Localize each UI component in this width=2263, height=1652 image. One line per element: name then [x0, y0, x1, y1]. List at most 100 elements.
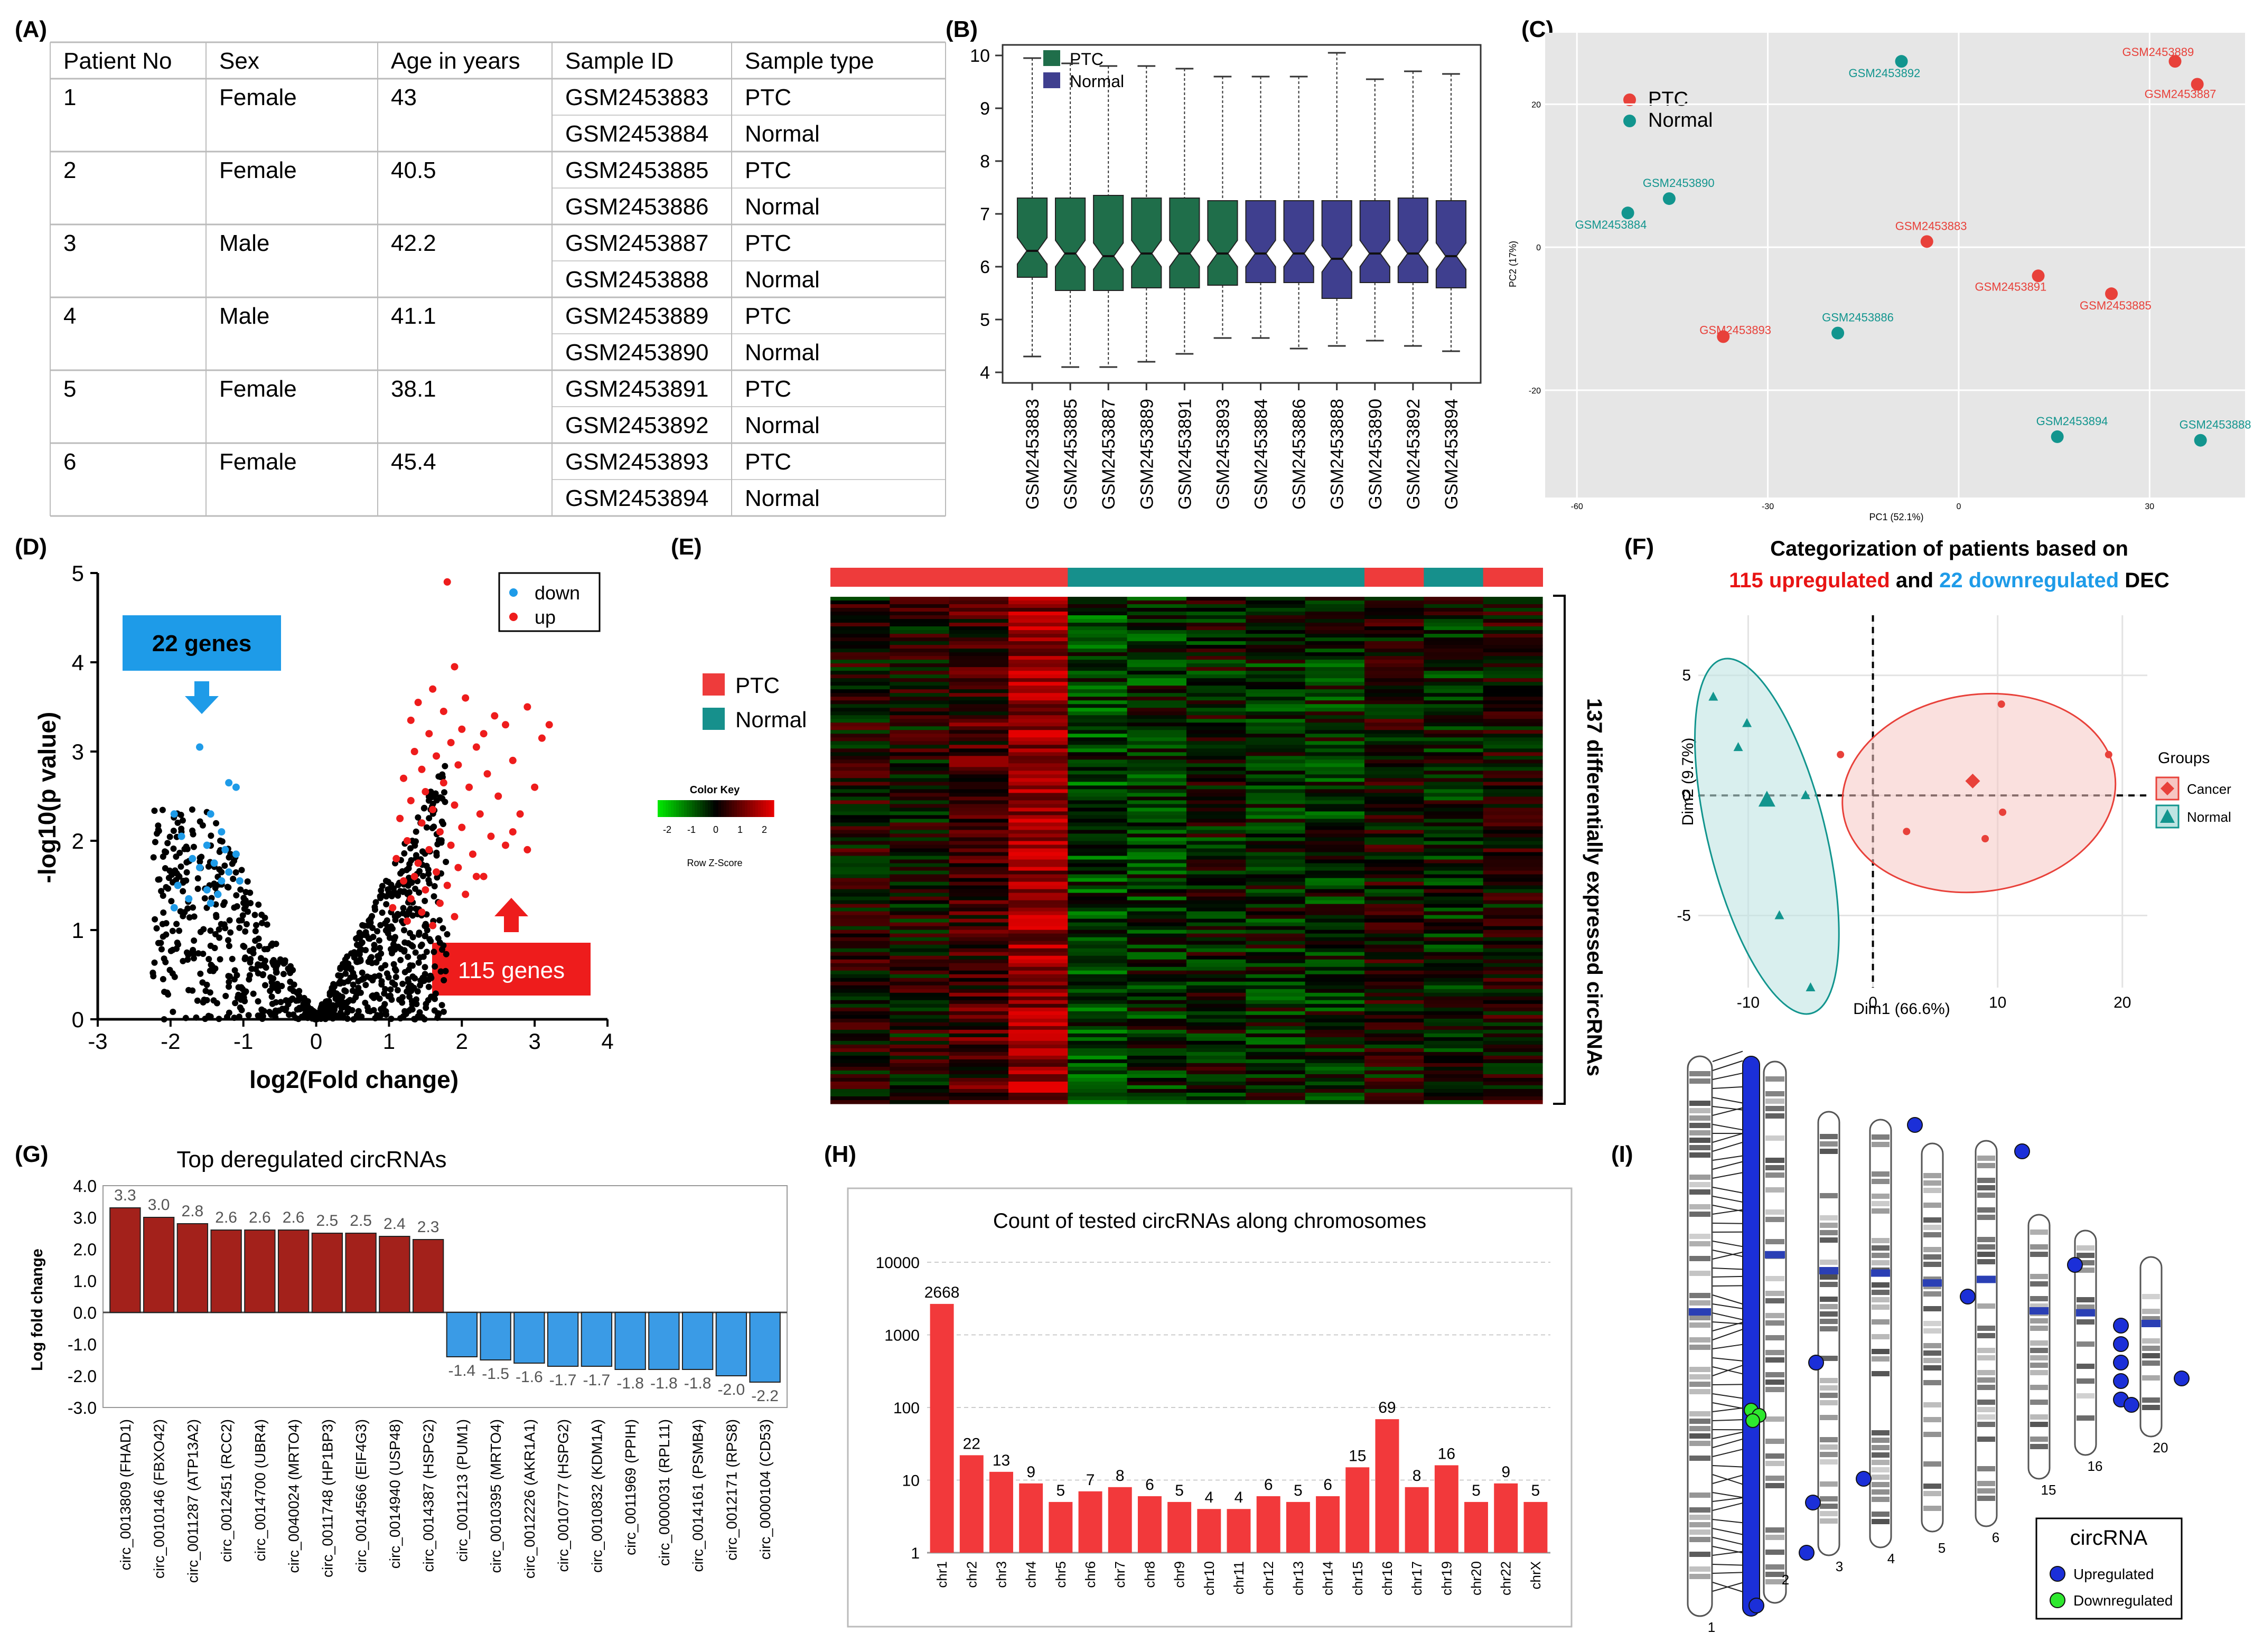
volcano-point-ns — [423, 949, 430, 955]
heatmap-cell — [1008, 1033, 1068, 1038]
heatmap-cell — [1305, 626, 1365, 631]
heatmap-cell — [1364, 689, 1424, 693]
heatmap-cell — [1246, 604, 1306, 608]
heatmap-cell — [830, 1040, 890, 1045]
heatmap-cell — [830, 896, 890, 901]
volcano-point-ns — [197, 970, 204, 977]
heatmap-cell — [1008, 1011, 1068, 1016]
heatmap-cell — [1483, 819, 1543, 823]
heatmap-cell — [1246, 878, 1306, 883]
heatmap-cell — [1246, 941, 1306, 945]
heatmap-cell — [1424, 686, 1484, 690]
heatmap-cell — [1305, 759, 1365, 764]
heatmap-cell — [1424, 608, 1484, 612]
heatmap-cell — [890, 841, 950, 846]
heatmap-cell — [1305, 1015, 1365, 1019]
volcano-point-ns — [335, 1014, 342, 1021]
heatmap-cell — [1483, 907, 1543, 912]
heatmap-cell — [1246, 719, 1306, 723]
chromosome-band — [1872, 1467, 1890, 1472]
heatmap-cell — [1305, 837, 1365, 842]
chromosome-band — [1689, 1138, 1710, 1143]
heatmap-cell — [1186, 896, 1246, 901]
centromere — [1871, 1269, 1890, 1277]
y-tick-label: 5 — [72, 561, 84, 586]
heatmap-cell — [1483, 1052, 1543, 1056]
volcano-point-ns — [231, 1015, 238, 1021]
heatmap-cell — [1305, 859, 1365, 864]
heatmap-cell — [1305, 989, 1365, 993]
connector-line — [1712, 1419, 1743, 1421]
chromosome-band — [1765, 1172, 1784, 1178]
heatmap-cell — [1364, 808, 1424, 812]
heatmap-cell — [1127, 737, 1187, 741]
pca-point-label: GSM2453886 — [1822, 311, 1894, 324]
heatmap-cell — [1305, 771, 1365, 775]
connector-line — [1712, 1303, 1743, 1309]
heatmap-cell — [1424, 697, 1484, 701]
heatmap-cell — [1068, 1040, 1128, 1045]
heatmap-cell — [1008, 1081, 1068, 1086]
heatmap-cell — [1186, 608, 1246, 612]
heatmap-cell — [1483, 996, 1543, 1001]
heatmap-cell — [1068, 970, 1128, 975]
heatmap-cell — [1068, 959, 1128, 964]
x-tick-label: 4 — [601, 1029, 613, 1054]
heatmap-cell — [1246, 678, 1306, 682]
heatmap-cell — [1305, 645, 1365, 649]
heatmap-cell — [830, 619, 890, 623]
heatmap-cell — [890, 904, 950, 908]
heatmap-cell — [949, 789, 1009, 793]
heatmap-cell — [1483, 604, 1543, 608]
heatmap-cell — [1483, 826, 1543, 831]
volcano-point-ns — [183, 859, 190, 866]
volcano-point-ns — [240, 895, 247, 902]
heatmap-cell — [830, 926, 890, 931]
volcano-point-ns — [272, 1014, 279, 1021]
volcano-point-ns — [362, 982, 369, 989]
heatmap-cell — [830, 741, 890, 745]
chromosome-band — [1689, 1433, 1710, 1439]
heatmap-cell — [949, 992, 1009, 997]
x-tick-label: circ_0012451 (RCC2) — [218, 1419, 235, 1562]
volcano-point-ns — [162, 959, 169, 965]
heatmap-cell — [1364, 752, 1424, 756]
heatmap-cell — [1483, 1022, 1543, 1027]
chromosome-label: 3 — [1836, 1559, 1843, 1574]
heatmap-cell — [1483, 756, 1543, 760]
volcano-point-ns — [180, 888, 186, 895]
heatmap-cell — [1068, 722, 1128, 727]
heatmap-cell — [830, 941, 890, 945]
chromosome-band — [1977, 1303, 1995, 1309]
heatmap-cell — [1305, 656, 1365, 660]
heatmap-cell — [1008, 852, 1068, 857]
heatmap-cell — [1364, 963, 1424, 968]
heatmap-cell — [830, 637, 890, 642]
heatmap-cell — [1068, 741, 1128, 745]
volcano-point-ns — [183, 869, 190, 876]
heatmap-cell — [1305, 918, 1365, 923]
chromosome-band — [1872, 1452, 1890, 1458]
volcano-point-ns — [210, 997, 217, 1004]
heatmap-cell — [1483, 759, 1543, 764]
heatmap-cell — [1008, 1088, 1068, 1093]
box — [1397, 198, 1428, 283]
heatmap-cell — [1008, 800, 1068, 805]
volcano-point-up — [487, 832, 495, 840]
heatmap-cell — [949, 996, 1009, 1001]
legend-marker-cancer-icon — [2161, 782, 2174, 795]
centromere — [2030, 1307, 2049, 1315]
volcano-point-ns — [372, 1015, 379, 1021]
volcano-point-ns — [236, 924, 243, 931]
heatmap-cell — [949, 600, 1009, 605]
heatmap-cell — [1305, 830, 1365, 834]
bar-value-label: 5 — [1056, 1482, 1065, 1499]
heatmap-cell — [890, 1003, 950, 1008]
heatmap-cell — [1068, 693, 1128, 697]
heatmap-cell — [1186, 1026, 1246, 1030]
heatmap-cell — [1305, 637, 1365, 642]
heatmap-cell — [1127, 641, 1187, 645]
heatmap-cell — [1305, 726, 1365, 730]
y-tick-label: 8 — [980, 152, 990, 172]
heatmap-cell — [1246, 1092, 1306, 1097]
